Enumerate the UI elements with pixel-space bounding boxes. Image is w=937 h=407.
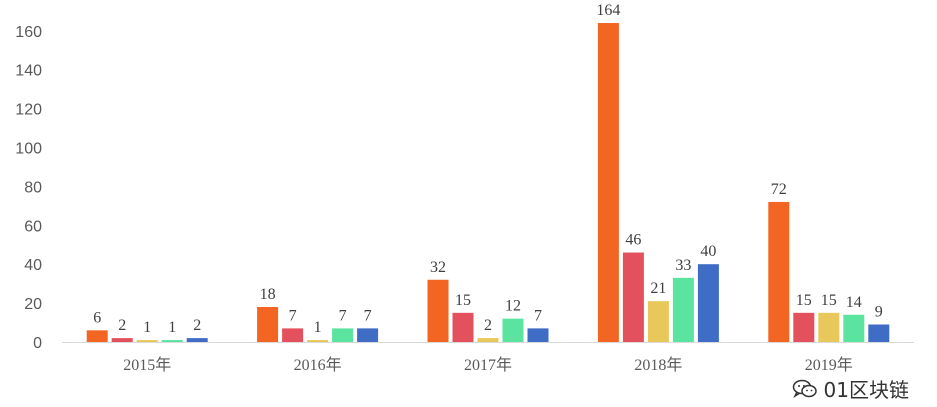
bar	[257, 306, 279, 342]
bar	[672, 277, 694, 342]
bar	[332, 328, 354, 342]
data-label: 14	[846, 294, 862, 311]
y-tick-label: 40	[24, 257, 42, 274]
bar	[136, 340, 158, 342]
data-label: 6	[93, 309, 101, 326]
bar	[111, 338, 133, 342]
data-label: 7	[364, 307, 372, 324]
bar	[647, 301, 669, 342]
y-tick-label: 60	[24, 218, 42, 235]
wechat-icon	[792, 379, 817, 398]
bar	[477, 338, 499, 342]
data-label: 72	[771, 181, 787, 198]
y-tick-label: 120	[15, 102, 42, 119]
y-tick-label: 0	[33, 335, 42, 352]
bar	[622, 252, 644, 342]
bar	[186, 338, 208, 342]
data-label: 18	[260, 286, 276, 303]
data-label: 40	[700, 243, 716, 260]
bar	[452, 312, 474, 342]
bar	[697, 264, 719, 342]
bar	[427, 279, 449, 342]
y-tick-label: 140	[15, 63, 42, 80]
bar	[282, 328, 304, 342]
bar	[161, 340, 183, 342]
data-label: 164	[596, 2, 620, 19]
data-label: 33	[675, 257, 691, 274]
data-label: 2	[484, 317, 492, 334]
y-axis: 0 20 40 60 80 100 120 140 160	[15, 24, 42, 352]
x-tick-label: 2018年	[634, 356, 682, 374]
bar	[818, 312, 840, 342]
x-tick-label: 2016年	[294, 356, 342, 374]
data-label: 32	[430, 259, 446, 276]
y-tick-label: 100	[15, 141, 42, 158]
y-tick-label: 80	[24, 179, 42, 196]
data-label: 9	[875, 303, 883, 320]
data-label: 21	[650, 280, 666, 297]
data-label: 15	[796, 292, 812, 309]
data-label: 15	[821, 292, 837, 309]
watermark: 01区块链	[792, 374, 909, 403]
bar	[307, 340, 329, 342]
bar	[86, 330, 108, 342]
bar	[768, 201, 790, 342]
data-label: 2	[118, 317, 126, 334]
data-label: 7	[289, 307, 297, 324]
x-axis: 2015年 2016年 2017年 2018年 2019年	[62, 342, 914, 374]
data-label: 2	[193, 317, 201, 334]
data-label: 46	[625, 232, 641, 249]
x-tick-label: 2017年	[464, 356, 512, 374]
y-tick-label: 160	[15, 24, 42, 41]
data-label: 1	[168, 319, 176, 336]
x-tick-label: 2015年	[123, 356, 171, 374]
bar	[527, 328, 549, 342]
watermark-text: 01区块链	[823, 378, 909, 402]
x-tick-label: 2019年	[805, 356, 853, 374]
data-label: 7	[534, 307, 542, 324]
bar	[843, 314, 865, 342]
data-label: 1	[314, 319, 322, 336]
bar	[868, 324, 890, 342]
y-tick-label: 20	[24, 296, 42, 313]
data-label: 7	[339, 307, 347, 324]
data-label: 1	[143, 319, 151, 336]
bars	[86, 23, 890, 343]
bar	[597, 23, 619, 343]
bar	[502, 318, 524, 342]
data-label: 12	[505, 298, 521, 315]
bar	[357, 328, 379, 342]
data-label: 15	[455, 292, 471, 309]
bar	[793, 312, 815, 342]
